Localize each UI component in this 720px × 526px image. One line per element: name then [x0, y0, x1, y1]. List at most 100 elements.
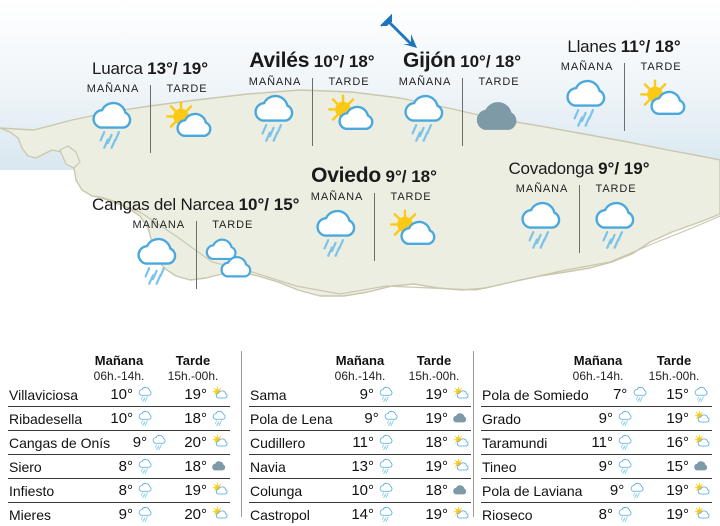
- rain-shower-icon: [505, 195, 579, 257]
- rain-shower-icon: [630, 386, 650, 404]
- period-divider: [462, 78, 463, 146]
- sun-cloud-icon: [451, 458, 471, 476]
- rain-shower-icon: [122, 231, 196, 293]
- morning-temperature: 10°: [110, 386, 133, 403]
- rain-shower-icon: [579, 195, 653, 257]
- morning-temperature: 9°: [359, 386, 374, 403]
- cell-morning: 9°: [323, 386, 397, 404]
- cell-morning: 13°: [323, 458, 397, 476]
- table-header: Mañana 06h.-14h. Tarde 15h.-00h.: [249, 345, 471, 383]
- locality-name: Cudillero: [250, 434, 306, 451]
- table-row: Infiesto 8° 19°: [8, 478, 230, 502]
- period-morning: MAÑANA: [505, 183, 579, 257]
- city-forecast-cangas-del-narcea: Cangas del Narcea 10°/ 15° MAÑANA TARDE: [92, 196, 299, 293]
- locality-name: Ribadesella: [9, 410, 83, 427]
- period-label: MAÑANA: [398, 76, 452, 88]
- header-afternoon: Tarde 15h.-00h.: [636, 353, 712, 383]
- sun-cloud-icon: [374, 203, 448, 265]
- header-morning: Mañana 06h.-14h.: [560, 353, 636, 383]
- cell-afternoon: 19°: [397, 458, 471, 476]
- cell-afternoon: 15°: [636, 458, 712, 476]
- rain-shower-icon: [136, 386, 156, 404]
- city-forecast-llanes: Llanes 11°/ 18° MAÑANA TARDE: [550, 38, 698, 135]
- table-row: Taramundi 11° 16°: [481, 430, 712, 454]
- city-header: Oviedo 9°/ 18°: [300, 165, 448, 186]
- afternoon-temperature: 19°: [425, 506, 448, 523]
- city-forecast-gijón: Gijón 10°/ 18° MAÑANA TARDE: [388, 50, 536, 150]
- cell-afternoon: 19°: [156, 386, 230, 404]
- rain-shower-icon: [692, 386, 712, 404]
- cell-morning: 9°: [110, 434, 170, 452]
- city-name: Luarca: [91, 59, 143, 78]
- cell-afternoon: 19°: [647, 482, 712, 500]
- cloud-gray-icon: [210, 458, 230, 476]
- cell-morning: 7°: [589, 386, 651, 404]
- city-temperature-range: 9°/ 19°: [598, 159, 650, 178]
- locality-name: Villaviciosa: [9, 386, 78, 403]
- period-divider: [579, 185, 580, 253]
- map-graphic: [0, 0, 720, 297]
- cell-morning: 9°: [333, 410, 402, 428]
- cell-afternoon: 18°: [397, 434, 471, 452]
- header-morning: Mañana 06h.-14h.: [82, 353, 156, 383]
- locality-name: Siero: [9, 458, 42, 475]
- morning-temperature: 7°: [612, 386, 628, 403]
- city-temperature-range: 11°/ 18°: [620, 37, 681, 56]
- rain-shower-icon: [382, 410, 402, 428]
- period-divider: [312, 78, 313, 146]
- cell-morning: 11°: [560, 434, 636, 452]
- city-name: Avilés: [249, 49, 310, 72]
- rain-shower-icon: [550, 73, 624, 135]
- morning-temperature: 11°: [352, 434, 374, 451]
- morning-temperature: 9°: [118, 506, 133, 523]
- cell-morning: 9°: [560, 458, 636, 476]
- cell-morning: 9°: [582, 482, 647, 500]
- cell-morning: 8°: [560, 506, 636, 524]
- rain-shower-icon: [388, 88, 462, 150]
- locality-name: Pola de Somiedo: [482, 386, 589, 403]
- locality-name: Taramundi: [482, 434, 548, 451]
- sun-cloud-icon: [210, 434, 230, 452]
- rain-shower-icon: [377, 434, 397, 452]
- morning-temperature: 8°: [118, 482, 133, 499]
- rain-shower-icon: [136, 410, 156, 428]
- cell-afternoon: 18°: [156, 410, 230, 428]
- morning-temperature: 10°: [351, 482, 374, 499]
- city-name: Covadonga: [508, 159, 594, 178]
- table-row: Castropol 14° 19°: [249, 502, 471, 526]
- period-label: TARDE: [328, 76, 370, 88]
- period-label: TARDE: [390, 191, 432, 203]
- city-periods: MAÑANA TARDE: [76, 83, 224, 157]
- table-row: Villaviciosa 10° 19°: [8, 383, 230, 406]
- cell-morning: 8°: [82, 458, 156, 476]
- city-periods: MAÑANA TARDE: [238, 76, 386, 150]
- afternoon-temperature: 18°: [425, 434, 448, 451]
- rain-shower-icon: [300, 203, 374, 265]
- coast-detail-west: [59, 145, 81, 169]
- afternoon-temperature: 19°: [666, 506, 689, 523]
- cell-afternoon: 19°: [397, 386, 471, 404]
- table-row: Colunga 10° 18°: [249, 478, 471, 502]
- period-label: MAÑANA: [515, 183, 569, 195]
- sun-cloud-icon: [451, 434, 471, 452]
- rain-shower-icon: [136, 506, 156, 524]
- city-forecast-avilés: Avilés 10°/ 18° MAÑANA TARDE: [238, 50, 386, 150]
- city-header: Llanes 11°/ 18°: [550, 38, 698, 56]
- cell-afternoon: 19°: [636, 506, 712, 524]
- city-name: Cangas del Narcea: [92, 195, 235, 214]
- table-header: Mañana 06h.-14h. Tarde 15h.-00h.: [481, 345, 712, 383]
- period-afternoon: TARDE: [150, 83, 224, 157]
- sun-cloud-icon: [451, 506, 471, 524]
- rain-shower-icon: [150, 434, 170, 452]
- period-label: TARDE: [212, 219, 254, 231]
- table-row: Cudillero 11° 18°: [249, 430, 471, 454]
- period-morning: MAÑANA: [550, 61, 624, 135]
- table-row: Pola de Lena 9° 19°: [249, 406, 471, 430]
- period-label: MAÑANA: [86, 83, 140, 95]
- afternoon-temperature: 18°: [184, 458, 207, 475]
- period-label: MAÑANA: [310, 191, 364, 203]
- locality-name: Colunga: [250, 482, 303, 499]
- table-row: Mieres 9° 20°: [8, 502, 230, 526]
- cell-morning: 10°: [323, 482, 397, 500]
- cloud-gray-icon: [462, 88, 536, 150]
